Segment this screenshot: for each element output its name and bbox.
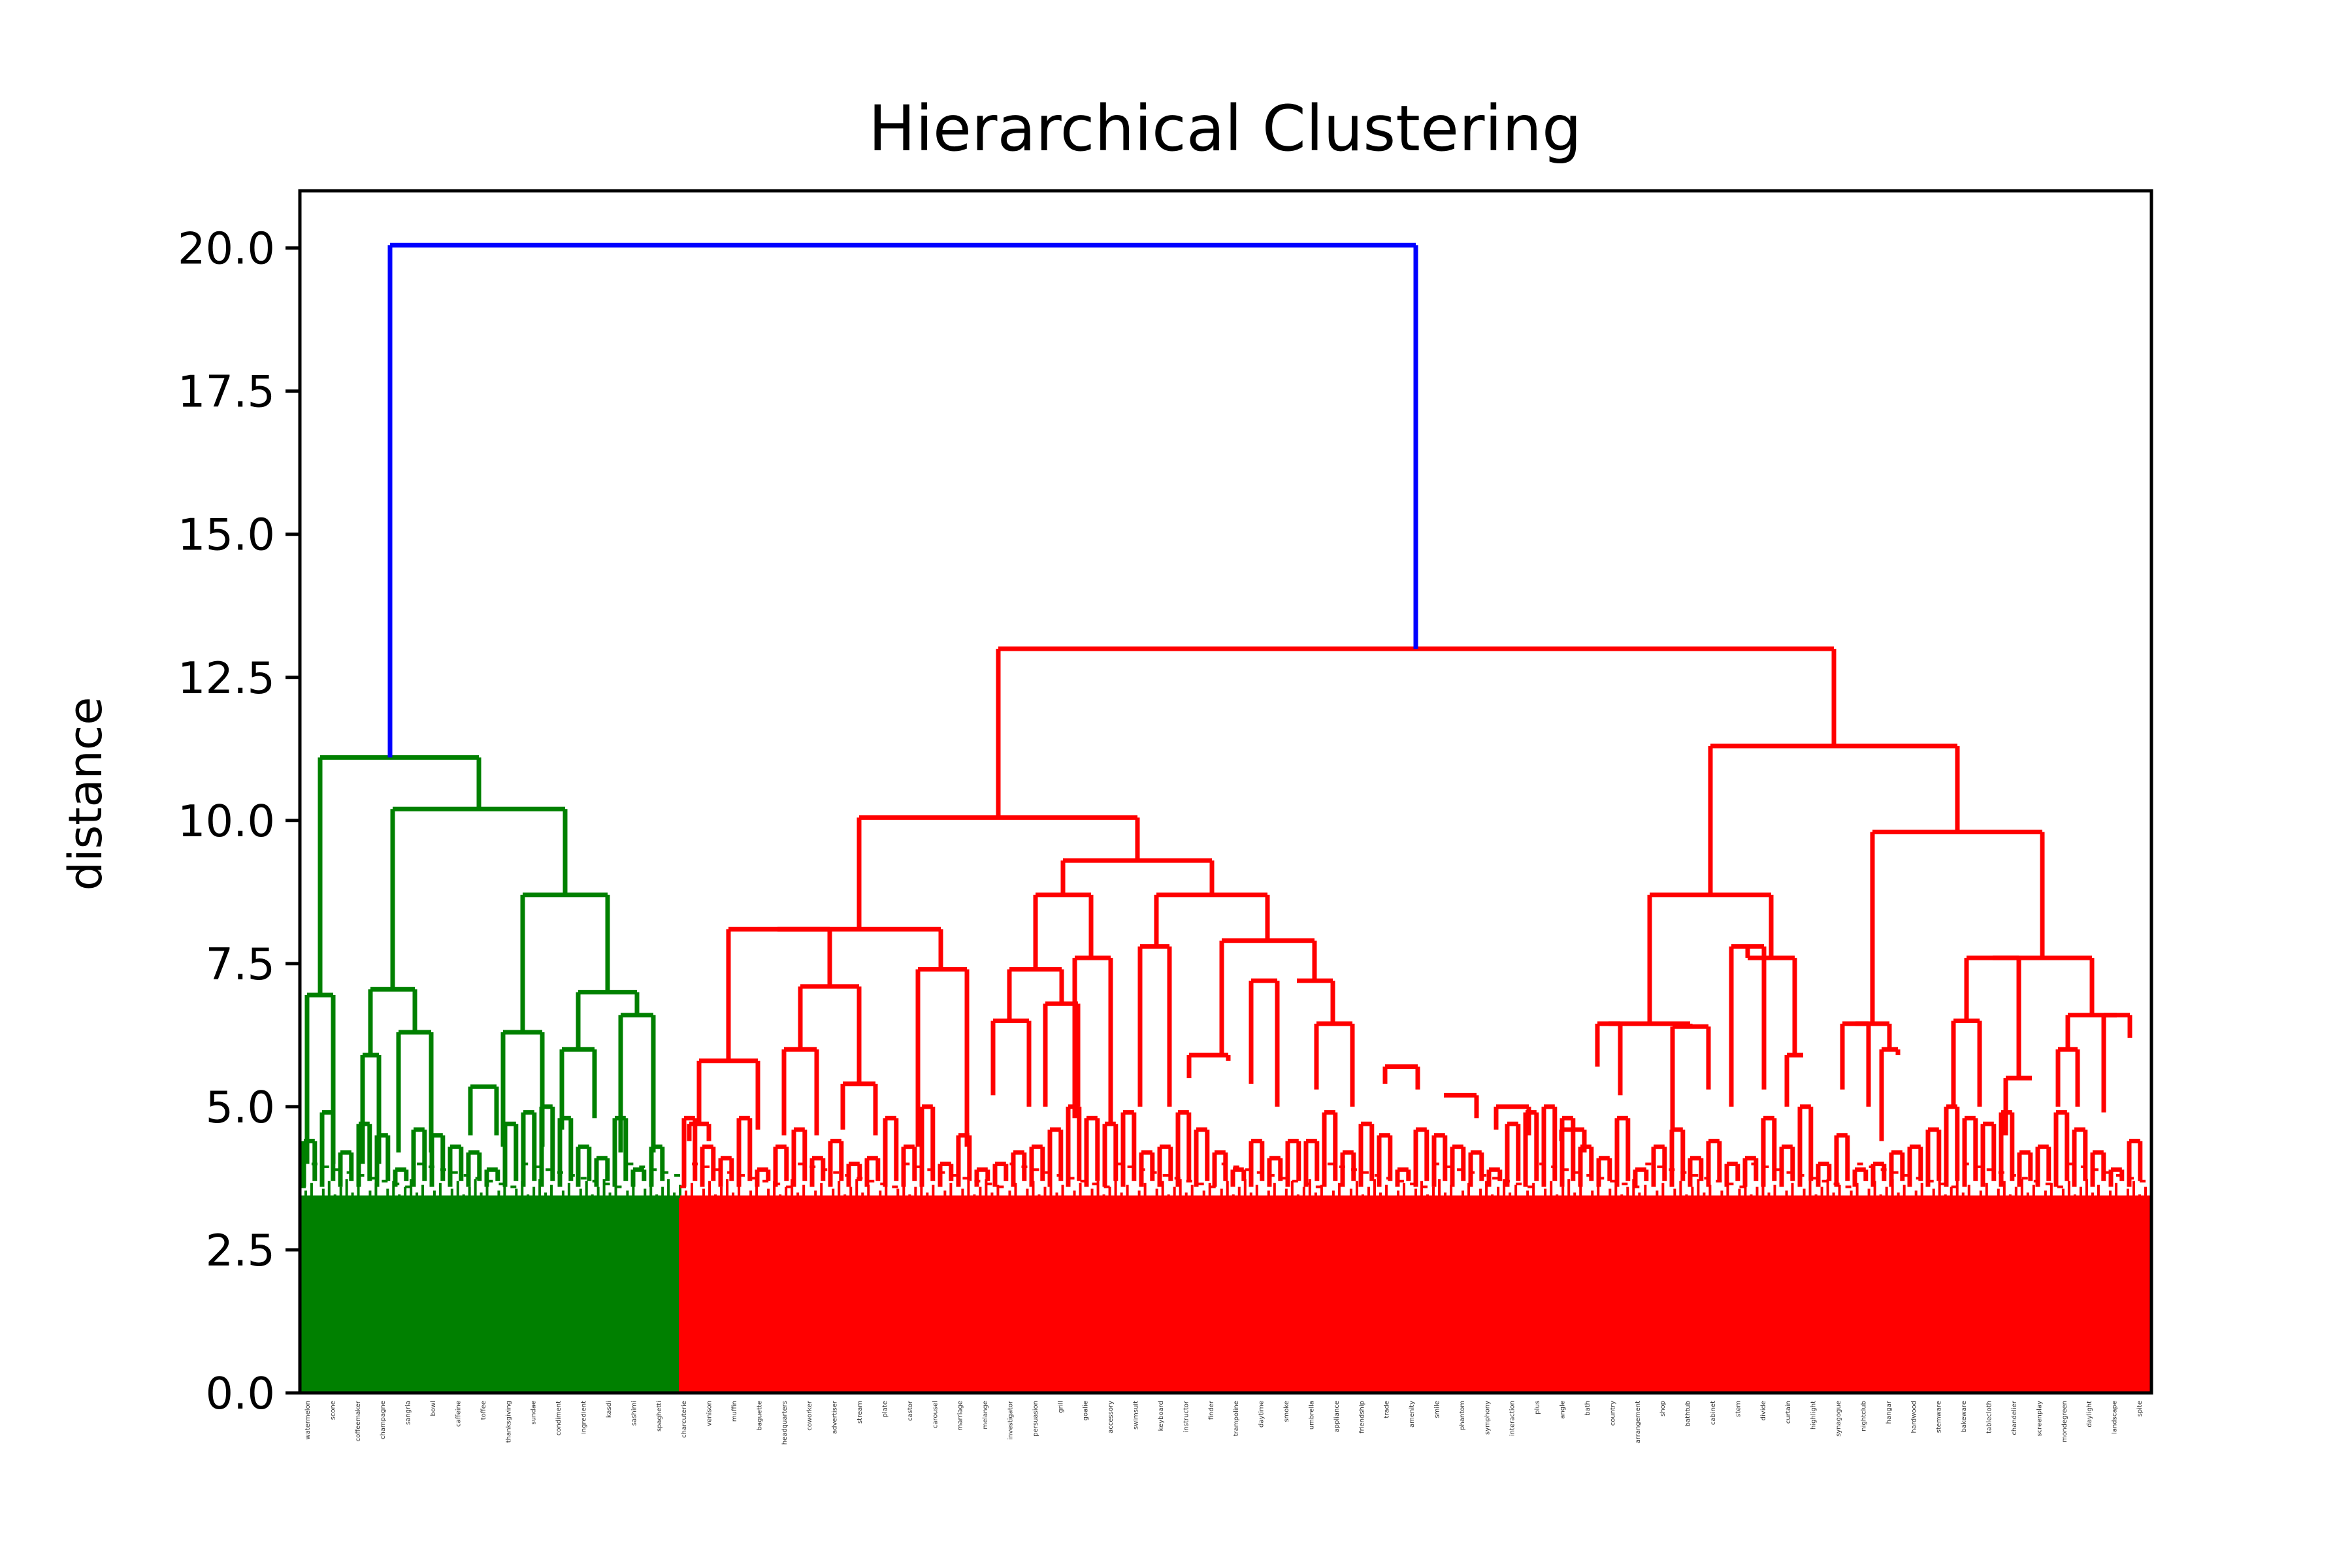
leaf-label: landscape xyxy=(2112,1401,2119,1434)
leaf-label: angle xyxy=(1560,1401,1567,1419)
leaf-label: sashimi xyxy=(630,1401,638,1426)
leaf-label: carousel xyxy=(932,1401,939,1428)
chart-title: Hierarchical Clustering xyxy=(868,92,1582,165)
leaf-label: bowl xyxy=(430,1401,437,1416)
leaf-label: daylight xyxy=(2086,1401,2093,1428)
leaf-label: scone xyxy=(329,1401,336,1420)
leaf-label: finder xyxy=(1208,1400,1215,1420)
leaf-label: instructor xyxy=(1183,1400,1190,1432)
leaf-label: coffeemaker xyxy=(355,1400,362,1441)
leaf-label: cabinet xyxy=(1710,1401,1717,1425)
leaf-label: symphony xyxy=(1484,1401,1491,1435)
leaf-label: melange xyxy=(982,1401,989,1429)
leaf-label: champagne xyxy=(380,1401,387,1439)
leaf-label: bathtub xyxy=(1685,1401,1692,1426)
leaf-label: screenplay xyxy=(2036,1401,2043,1436)
leaf-label: stemware xyxy=(1936,1401,1943,1433)
leaf-label: amenity xyxy=(1409,1401,1416,1428)
y-tick-label: 5.0 xyxy=(205,1082,275,1133)
leaf-label: spaghetti xyxy=(656,1401,663,1431)
leaf-label: curtain xyxy=(1785,1401,1792,1424)
y-tick-label: 20.0 xyxy=(178,223,275,274)
leaf-label: grill xyxy=(1057,1401,1064,1413)
leaf-label: accessory xyxy=(1107,1401,1115,1433)
leaf-label: hardwood xyxy=(1910,1401,1918,1433)
leaf-label: nightclub xyxy=(1861,1401,1868,1431)
leaf-label: marriage xyxy=(957,1401,964,1430)
leaf-label: stream xyxy=(857,1401,864,1424)
cluster-2-leaf-mass xyxy=(680,1195,2151,1393)
leaf-label: umbrella xyxy=(1308,1401,1315,1429)
y-axis: 0.0 2.5 5.0 7.5 10.0 12.5 15.0 17.5 20.0 xyxy=(178,223,300,1419)
leaf-label: ingredient xyxy=(581,1401,588,1434)
leaf-label: friendship xyxy=(1358,1401,1365,1433)
leaf-label: interaction xyxy=(1509,1401,1516,1436)
leaf-label: daytime xyxy=(1258,1401,1266,1428)
leaf-label: smile xyxy=(1434,1401,1441,1418)
leaf-label: stem xyxy=(1735,1401,1742,1417)
leaf-label: investigator xyxy=(1007,1400,1015,1440)
y-tick-label: 0.0 xyxy=(205,1368,275,1419)
leaf-label: advertiser xyxy=(832,1400,839,1434)
y-tick-label: 2.5 xyxy=(205,1225,275,1276)
leaf-label: mondegreen xyxy=(2061,1401,2068,1443)
leaf-label: persuasion xyxy=(1032,1401,1039,1437)
leaf-label: spite xyxy=(2136,1401,2144,1416)
leaf-label: plate xyxy=(882,1401,889,1417)
plot-area xyxy=(299,242,2153,1393)
leaf-label: trade xyxy=(1384,1401,1391,1418)
leaf-label: baguette xyxy=(756,1401,763,1430)
leaf-label: castor xyxy=(907,1400,914,1421)
y-tick-label: 7.5 xyxy=(205,939,275,990)
leaf-label: kasdi xyxy=(606,1401,613,1418)
leaf-label: chandelier xyxy=(2011,1400,2018,1435)
leaf-label: charcuterie xyxy=(681,1401,688,1438)
leaf-label: keyboard xyxy=(1158,1401,1165,1431)
leaf-label: muffin xyxy=(731,1401,738,1422)
leaf-label: highlight xyxy=(1810,1401,1818,1429)
leaf-label: condiment xyxy=(555,1401,563,1435)
y-tick-label: 10.0 xyxy=(178,796,275,847)
leaf-label: phantom xyxy=(1459,1401,1466,1430)
leaf-label: toffee xyxy=(480,1401,487,1420)
leaf-label: thanksgiving xyxy=(505,1401,512,1443)
y-tick-label: 17.5 xyxy=(178,367,275,417)
leaf-label: country xyxy=(1609,1401,1616,1426)
leaf-label: shop xyxy=(1659,1401,1667,1416)
leaf-label: caffeine xyxy=(455,1401,463,1427)
leaf-label: tablecloth xyxy=(1986,1401,1993,1433)
y-axis-label: distance xyxy=(59,697,112,891)
leaf-labels: watermelon scone coffeemaker champagne sangr… xyxy=(304,1400,2144,1445)
plot-frame xyxy=(298,189,2153,1395)
leaf-label: sundae xyxy=(531,1401,538,1425)
leaf-label: smoke xyxy=(1283,1401,1290,1422)
leaf-label: appliance xyxy=(1333,1401,1341,1433)
leaf-label: plus xyxy=(1534,1401,1541,1414)
leaf-label: arrangement xyxy=(1635,1401,1642,1443)
leaf-label: divide xyxy=(1760,1401,1767,1420)
leaf-label: bath xyxy=(1584,1401,1592,1416)
leaf-label: synagogue xyxy=(1835,1401,1842,1437)
leaf-label: sangria xyxy=(405,1401,412,1425)
leaf-label: trampoline xyxy=(1233,1401,1240,1436)
leaf-label: swimsuit xyxy=(1133,1401,1140,1429)
leaf-label: coworker xyxy=(806,1400,813,1431)
leaf-label: bakeware xyxy=(1961,1401,1968,1432)
leaf-label: watermelon xyxy=(304,1401,312,1439)
leaf-label: goalie xyxy=(1083,1401,1090,1420)
leaf-label: hangar xyxy=(1886,1400,1893,1424)
y-tick-label: 12.5 xyxy=(178,653,275,704)
leaf-label: headquarters xyxy=(781,1401,789,1445)
cluster-1-leaf-mass xyxy=(300,1195,680,1393)
leaf-label: venison xyxy=(706,1401,713,1426)
y-tick-label: 15.0 xyxy=(178,510,275,561)
